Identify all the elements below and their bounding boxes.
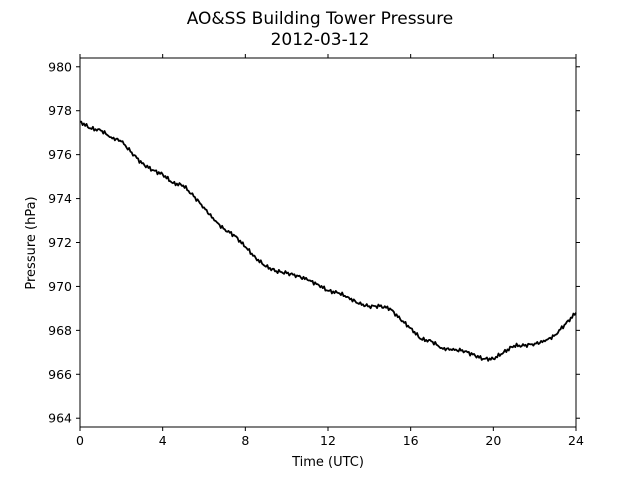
y-tick-label: 966 — [48, 367, 72, 382]
x-axis-ticks: 0 4 8 12 16 20 24 — [76, 54, 584, 448]
y-tick-label: 980 — [48, 59, 72, 74]
x-tick-label: 12 — [320, 433, 336, 448]
chart-title: AO&SS Building Tower Pressure — [187, 9, 454, 29]
y-tick-label: 974 — [48, 191, 72, 206]
y-tick-label: 976 — [48, 147, 72, 162]
chart-subtitle: 2012-03-12 — [271, 30, 370, 50]
y-tick-label: 970 — [48, 279, 72, 294]
x-tick-label: 20 — [485, 433, 501, 448]
x-tick-label: 16 — [403, 433, 419, 448]
y-tick-label: 978 — [48, 103, 72, 118]
x-tick-label: 0 — [76, 433, 84, 448]
y-tick-label: 964 — [48, 411, 72, 426]
y-axis-label: Pressure (hPa) — [24, 196, 39, 289]
x-tick-label: 4 — [159, 433, 167, 448]
x-tick-label: 8 — [241, 433, 249, 448]
y-axis-ticks: 964 966 968 970 972 974 976 978 980 — [48, 59, 580, 426]
y-tick-label: 968 — [48, 323, 72, 338]
x-tick-label: 24 — [568, 433, 584, 448]
y-tick-label: 972 — [48, 235, 72, 250]
x-axis-label: Time (UTC) — [291, 455, 364, 470]
series-line — [80, 120, 577, 362]
plot-frame — [79, 57, 577, 428]
